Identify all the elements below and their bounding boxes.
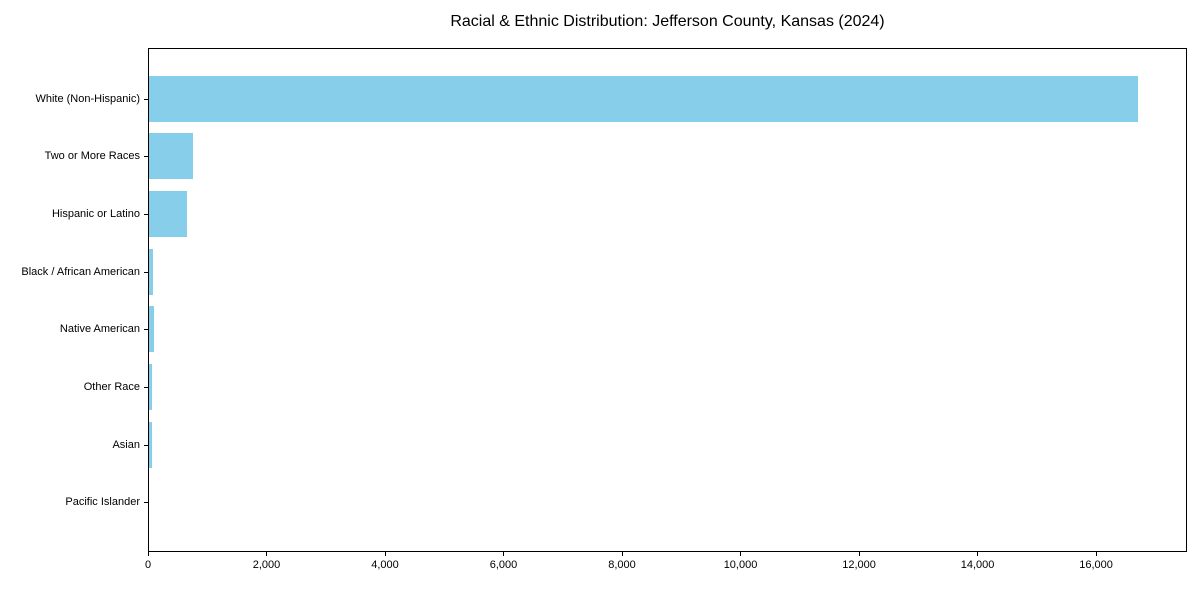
- y-tick: [144, 213, 148, 215]
- plot-area: [148, 48, 1187, 552]
- y-tick: [144, 98, 148, 100]
- y-tick: [144, 329, 148, 331]
- y-axis-label: Pacific Islander: [65, 496, 140, 509]
- y-axis-label: Asian: [112, 438, 140, 451]
- x-tick: [384, 552, 386, 556]
- bar-white-non-hispanic: [149, 75, 1138, 122]
- x-tick-label: 12,000: [842, 559, 876, 571]
- y-tick: [144, 502, 148, 504]
- x-tick: [740, 552, 742, 556]
- y-axis-label: Black / African American: [21, 265, 140, 278]
- chart-title: Racial & Ethnic Distribution: Jefferson …: [450, 13, 885, 30]
- x-tick: [147, 552, 149, 556]
- y-axis-label: White (Non-Hispanic): [35, 92, 140, 105]
- bar-asian: [149, 421, 153, 468]
- bar-hispanic-or-latino: [149, 190, 187, 237]
- bar-two-or-more-races: [149, 133, 194, 180]
- y-axis-label: Native American: [59, 323, 140, 336]
- x-tick-label: 14,000: [960, 559, 995, 571]
- x-tick: [1095, 552, 1097, 556]
- y-tick: [144, 156, 148, 158]
- bar-native-american: [149, 306, 155, 353]
- x-tick-label: 2,000: [252, 559, 281, 571]
- x-tick: [266, 552, 267, 556]
- x-tick-label: 6,000: [489, 559, 518, 571]
- x-tick-label: 4,000: [371, 559, 399, 571]
- bar-black-african-american: [149, 248, 154, 295]
- x-tick: [503, 552, 505, 556]
- y-tick: [144, 271, 148, 273]
- x-tick-label: 8,000: [608, 559, 636, 571]
- x-tick: [858, 552, 860, 556]
- y-axis-label: Other Race: [83, 380, 140, 393]
- bar-other-race: [149, 363, 152, 410]
- x-tick: [621, 552, 623, 556]
- y-tick: [144, 444, 148, 446]
- y-axis-label: Two or More Races: [44, 150, 140, 163]
- x-tick-label: 0: [144, 559, 152, 571]
- x-tick-label: 10,000: [723, 559, 758, 571]
- x-tick: [977, 552, 979, 556]
- y-axis-label: Hispanic or Latino: [51, 207, 140, 220]
- x-tick-label: 16,000: [1079, 559, 1113, 571]
- y-tick: [144, 386, 148, 388]
